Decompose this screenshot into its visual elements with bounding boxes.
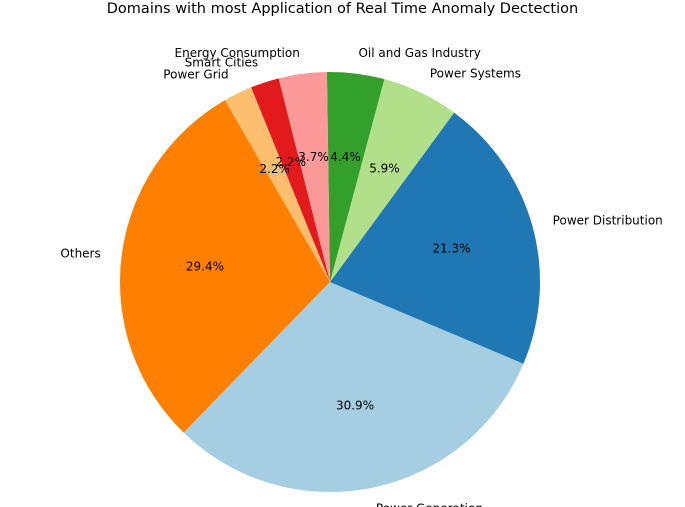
pct-label-energy-consumption: 3.7% [298, 150, 329, 164]
slice-smart-cities [251, 78, 330, 283]
category-label-oil-and-gas-industry: Oil and Gas Industry [358, 46, 480, 60]
pct-label-power-systems: 5.9% [369, 161, 400, 175]
slice-oil-and-gas-industry [326, 72, 385, 282]
pct-label-others: 29.4% [186, 259, 224, 273]
category-label-power-systems: Power Systems [430, 67, 521, 81]
pct-label-oil-and-gas-industry: 4.4% [330, 150, 361, 164]
chart-title: Domains with most Application of Real Ti… [106, 1, 579, 17]
category-label-energy-consumption: Energy Consumption [175, 46, 300, 60]
pct-label-power-grid: 2.2% [259, 162, 290, 176]
slice-energy-consumption [278, 72, 330, 282]
slice-power-distribution [330, 112, 541, 364]
category-label-power-grid: Power Grid [163, 67, 228, 81]
slice-power-grid [225, 87, 330, 282]
pct-label-power-generation: 30.9% [336, 398, 374, 412]
slice-power-systems [330, 79, 455, 282]
pct-label-power-distribution: 21.3% [432, 241, 470, 255]
category-label-power-distribution: Power Distribution [553, 214, 663, 228]
category-label-power-generation: Power Generation [376, 501, 483, 507]
category-label-smart-cities: Smart Cities [185, 55, 259, 69]
slice-others [120, 100, 330, 433]
slice-power-generation [183, 282, 524, 492]
pct-label-smart-cities: 2.2% [276, 155, 307, 169]
category-label-others: Others [60, 247, 100, 261]
